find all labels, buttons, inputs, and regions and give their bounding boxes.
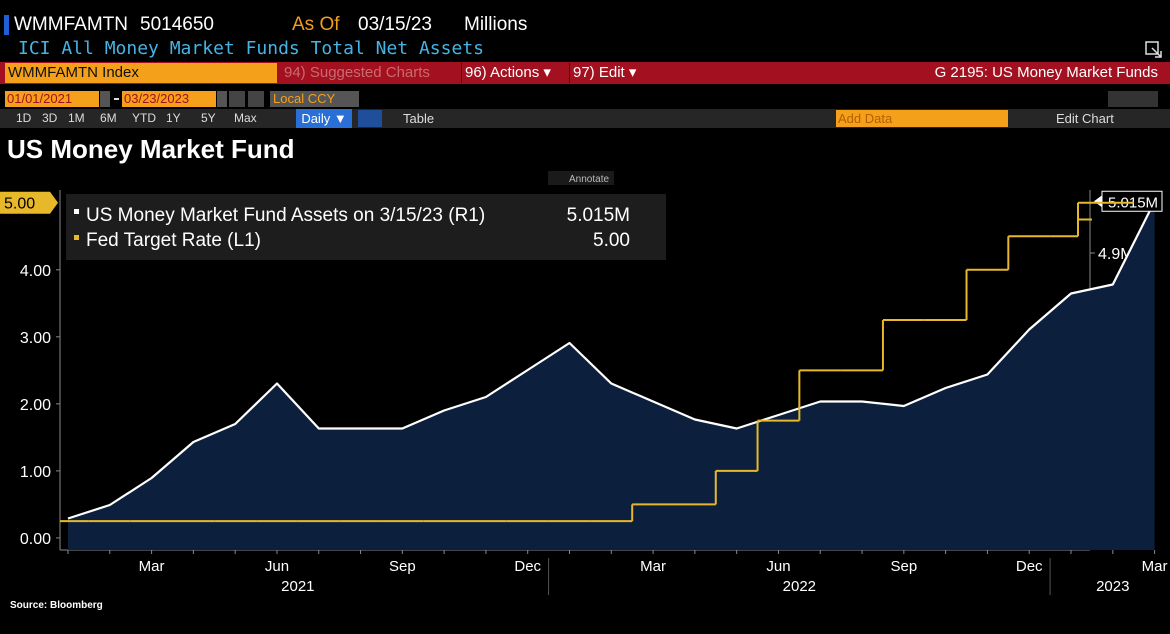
edit-menu[interactable]: 97) Edit ▾ xyxy=(569,63,636,83)
x-tick-label: Dec xyxy=(1016,558,1043,575)
prev-button[interactable] xyxy=(229,91,245,107)
y-tick-label: 2.00 xyxy=(20,397,51,414)
command-bar xyxy=(0,62,1170,84)
source: Source: Bloomberg xyxy=(10,600,103,611)
next-button[interactable] xyxy=(248,91,264,107)
x-tick-label: Sep xyxy=(890,558,917,575)
suggested-charts[interactable]: 94) Suggested Charts xyxy=(284,64,430,81)
actions-menu[interactable]: 96) Actions ▾ xyxy=(461,63,551,83)
period-button[interactable]: YTD xyxy=(132,111,156,125)
area xyxy=(68,201,1155,551)
add-data-field[interactable]: Add Data xyxy=(836,110,1008,127)
legend-value: 5.015M xyxy=(567,205,630,226)
x-year-label: 2021 xyxy=(281,578,314,595)
line xyxy=(67,200,1156,520)
table-button[interactable]: Table xyxy=(403,111,435,126)
x-year-label: 2022 xyxy=(783,578,816,595)
current-value-pointer xyxy=(1094,195,1102,208)
chart-type-button[interactable] xyxy=(358,110,382,127)
range-dash xyxy=(114,98,119,100)
units: Millions xyxy=(464,14,528,35)
y-tick-label: 0.00 xyxy=(20,531,51,548)
description: ICI All Money Market Funds Total Net Ass… xyxy=(18,38,484,59)
y-tick-label: 4.00 xyxy=(20,263,51,280)
current-value-box xyxy=(0,191,58,214)
x-tick-label: Dec xyxy=(514,558,541,575)
period-button[interactable]: 1Y xyxy=(166,111,181,125)
legend-value: 5.00 xyxy=(593,230,630,251)
start-date[interactable]: 01/01/2021 xyxy=(5,91,99,107)
x-tick-label: Mar xyxy=(139,558,165,575)
x-tick-label: Jun xyxy=(265,558,289,575)
page-title: G 2195: US Money Market Funds xyxy=(934,64,1158,81)
current-value-label: 5.00 xyxy=(4,196,35,213)
period-button[interactable]: Max xyxy=(234,111,257,125)
end-date[interactable]: 03/23/2023 xyxy=(122,91,216,107)
x-tick-label: Jun xyxy=(766,558,790,575)
ticker-marker xyxy=(4,15,9,35)
annotate-label[interactable]: Annotate xyxy=(569,174,609,185)
legend-swatch xyxy=(74,235,79,240)
period-button[interactable]: 1M xyxy=(68,111,85,125)
as-of-label: As Of xyxy=(292,14,340,35)
as-of-date: 03/15/23 xyxy=(358,14,432,35)
calendar-button[interactable] xyxy=(217,91,227,107)
period-button[interactable]: 1D xyxy=(16,111,32,125)
edit-chart-button[interactable]: Edit Chart xyxy=(1056,111,1114,126)
y-tick-label: 3.00 xyxy=(20,330,51,347)
calendar-button[interactable] xyxy=(100,91,110,107)
last-value: 5014650 xyxy=(140,14,214,35)
period-button[interactable]: 3D xyxy=(42,111,58,125)
period-button[interactable]: 5Y xyxy=(201,111,216,125)
legend-label: US Money Market Fund Assets on 3/15/23 (… xyxy=(86,205,485,226)
y-tick-label: 1.00 xyxy=(20,464,51,481)
ticker: WMMFAMTN xyxy=(14,14,128,35)
annotate-button[interactable] xyxy=(548,171,614,185)
legend-label: Fed Target Rate (L1) xyxy=(86,230,261,251)
expand-icon[interactable] xyxy=(1144,40,1164,60)
x-tick-label: Mar xyxy=(640,558,666,575)
x-year-label: 2023 xyxy=(1096,578,1129,595)
currency-select[interactable]: Local CCY xyxy=(270,91,359,107)
period-button[interactable]: 6M xyxy=(100,111,117,125)
legend-box xyxy=(66,194,666,260)
x-tick-label: Mar xyxy=(1142,558,1168,575)
frequency-select[interactable]: Daily ▼ xyxy=(296,109,352,128)
legend-swatch xyxy=(74,209,79,214)
security-field[interactable]: WMMFAMTN Index xyxy=(5,63,277,83)
undo-redo[interactable] xyxy=(1108,91,1158,107)
chart-title: US Money Market Fund xyxy=(7,134,294,164)
x-tick-label: Sep xyxy=(389,558,416,575)
